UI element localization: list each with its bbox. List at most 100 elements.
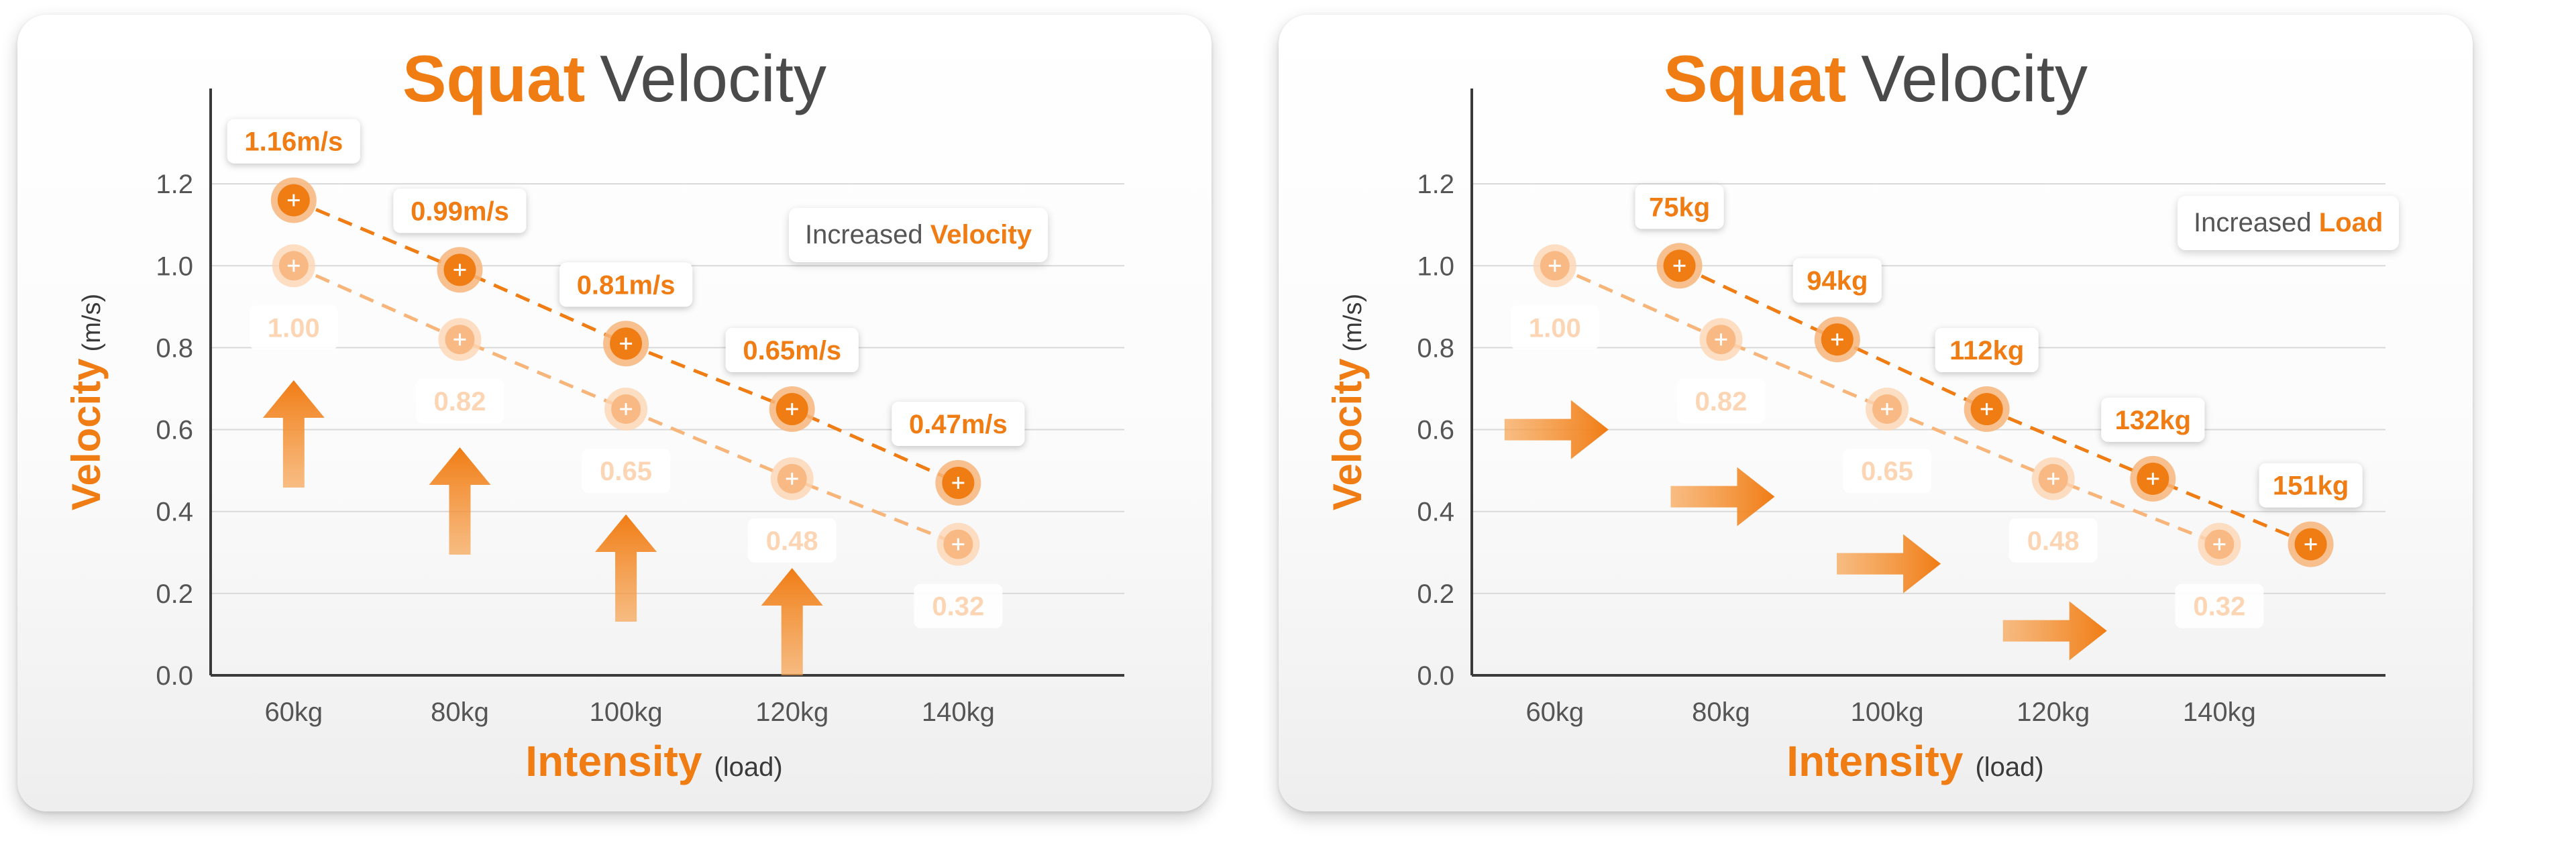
data-point-dark xyxy=(270,177,317,223)
y-tick-label: 1.0 xyxy=(1417,251,1454,281)
data-point-light xyxy=(1866,388,1909,431)
data-label-light: 0.65 xyxy=(582,449,671,494)
x-axis-title-sub: (load) xyxy=(714,752,782,782)
y-axis-title: Velocity (m/s) xyxy=(1325,294,1370,510)
data-label-light: 0.32 xyxy=(2175,583,2264,628)
data-point-dark xyxy=(603,321,649,367)
data-label-light: 1.00 xyxy=(1510,305,1599,350)
y-tick-label: 1.2 xyxy=(1417,170,1454,199)
right-arrow-icon xyxy=(2002,601,2107,661)
data-label-dark: 0.65m/s xyxy=(725,328,859,373)
data-label-text: 1.00 xyxy=(1529,313,1581,343)
y-tick-label: 0.8 xyxy=(1417,333,1454,363)
data-point-light xyxy=(604,388,648,431)
data-label-text: 1.16m/s xyxy=(244,127,343,157)
data-label-dark: 0.47m/s xyxy=(892,401,1025,446)
x-tick-label: 100kg xyxy=(590,697,663,727)
data-label-light: 0.82 xyxy=(1676,379,1766,424)
data-point-dark xyxy=(2288,521,2334,567)
legend-keyword: Load xyxy=(2318,208,2383,237)
x-axis-title-main: Intensity xyxy=(1786,737,1964,785)
x-tick-label: 140kg xyxy=(2183,697,2256,727)
data-label-text: 151kg xyxy=(2273,471,2349,501)
chart-title-rest: Velocity xyxy=(600,42,826,115)
data-label-light: 0.82 xyxy=(415,379,504,424)
y-tick-label: 0.4 xyxy=(1417,498,1454,527)
y-tick-label: 0.0 xyxy=(1417,661,1454,691)
data-point-dark xyxy=(437,247,483,293)
x-tick-label: 120kg xyxy=(755,697,828,727)
data-label-dark: 1.16m/s xyxy=(227,119,360,164)
data-label-text: 0.48 xyxy=(2027,526,2080,556)
y-tick-label: 0.6 xyxy=(1417,416,1454,445)
up-arrow-icon xyxy=(262,380,325,488)
data-label-text: 1.00 xyxy=(268,313,320,343)
legend-increased-load: Increased Load xyxy=(2178,196,2400,250)
data-point-light xyxy=(770,457,814,500)
data-label-text: 75kg xyxy=(1649,192,1710,222)
data-label-light: 0.65 xyxy=(1843,449,1932,494)
chart-title: Squat Velocity xyxy=(17,42,1212,115)
legend-keyword: Velocity xyxy=(930,220,1032,249)
y-tick-label: 0.2 xyxy=(1417,579,1454,609)
data-point-dark xyxy=(1964,386,2010,433)
data-label-text: 94kg xyxy=(1807,266,1868,296)
y-axis-title: Velocity (m/s) xyxy=(64,294,109,510)
data-label-text: 0.47m/s xyxy=(909,410,1008,439)
load-chart-svg: 0.0 0.2 0.4 0.6 0.8 1.0 1.2 60kg 80kg 100kg 120kg 1… xyxy=(1325,89,2385,785)
data-label-text: 0.82 xyxy=(1695,387,1748,416)
y-tick-label: 0.8 xyxy=(156,333,193,363)
data-point-dark xyxy=(935,459,981,506)
data-point-light xyxy=(272,244,315,288)
data-label-text: 0.81m/s xyxy=(577,270,676,300)
right-arrow-icon xyxy=(1670,467,1775,526)
y-tick-label: 1.0 xyxy=(156,251,193,281)
data-point-light xyxy=(438,318,482,361)
data-label-dark: 0.81m/s xyxy=(559,262,693,307)
data-point-dark xyxy=(769,386,815,433)
data-label-text: 0.99m/s xyxy=(411,196,509,226)
data-label-text: 0.82 xyxy=(434,387,486,416)
y-tick-label: 0.2 xyxy=(156,579,193,609)
data-label-light: 1.00 xyxy=(249,305,338,350)
chart-title-rest: Velocity xyxy=(1861,42,2088,115)
data-label-light: 0.48 xyxy=(747,518,837,563)
y-tick-label: 1.2 xyxy=(156,170,193,199)
up-arrow-icon xyxy=(429,447,491,555)
data-label-dark: 0.99m/s xyxy=(393,188,527,233)
x-axis-title: Intensity (load) xyxy=(525,737,782,785)
data-label-text: 0.48 xyxy=(766,526,818,556)
y-tick-label: 0.6 xyxy=(156,416,193,445)
trend-line-light xyxy=(292,264,959,546)
x-axis-title: Intensity (load) xyxy=(1786,737,2043,785)
chart-panel-velocity: Squat Velocity 0.0 0.2 0.4 0.6 0.8 1.0 1.2 60kg 8… xyxy=(17,15,1212,811)
y-tick-label: 0.4 xyxy=(156,498,193,527)
x-tick-label: 60kg xyxy=(264,697,323,727)
data-label-text: 0.65 xyxy=(1861,457,1913,486)
data-label-text: 0.32 xyxy=(932,592,984,622)
data-label-dark: 112kg xyxy=(1935,328,2039,373)
right-arrow-icon xyxy=(1504,400,1609,459)
data-point-light xyxy=(936,522,980,566)
data-label-light: 0.48 xyxy=(2008,518,2098,563)
chart-title: Squat Velocity xyxy=(1279,42,2473,115)
data-label-dark: 94kg xyxy=(1792,258,1882,303)
data-label-dark: 151kg xyxy=(2259,463,2363,508)
chart-title-keyword: Squat xyxy=(402,42,586,115)
legend-text: Increased xyxy=(805,220,923,249)
x-axis-title-main: Intensity xyxy=(525,737,702,785)
x-tick-label: 80kg xyxy=(431,697,489,727)
y-axis-title-sub: (m/s) xyxy=(1339,294,1367,352)
chart-panel-load: Squat Velocity 0.0 0.2 0.4 0.6 0.8 1.0 1.2 60kg 8… xyxy=(1279,15,2473,811)
x-tick-label: 80kg xyxy=(1692,697,1750,727)
trend-line-light xyxy=(1554,264,2220,546)
data-label-text: 0.65m/s xyxy=(743,336,841,365)
chart-title-keyword: Squat xyxy=(1664,42,1847,115)
data-label-text: 0.65 xyxy=(600,457,652,486)
data-point-light xyxy=(1533,244,1576,288)
x-axis-title-sub: (load) xyxy=(1975,752,2043,782)
right-arrow-icon xyxy=(1837,534,1941,594)
x-tick-label: 140kg xyxy=(922,697,995,727)
x-tick-label: 120kg xyxy=(2017,697,2090,727)
legend-text: Increased xyxy=(2194,208,2312,237)
